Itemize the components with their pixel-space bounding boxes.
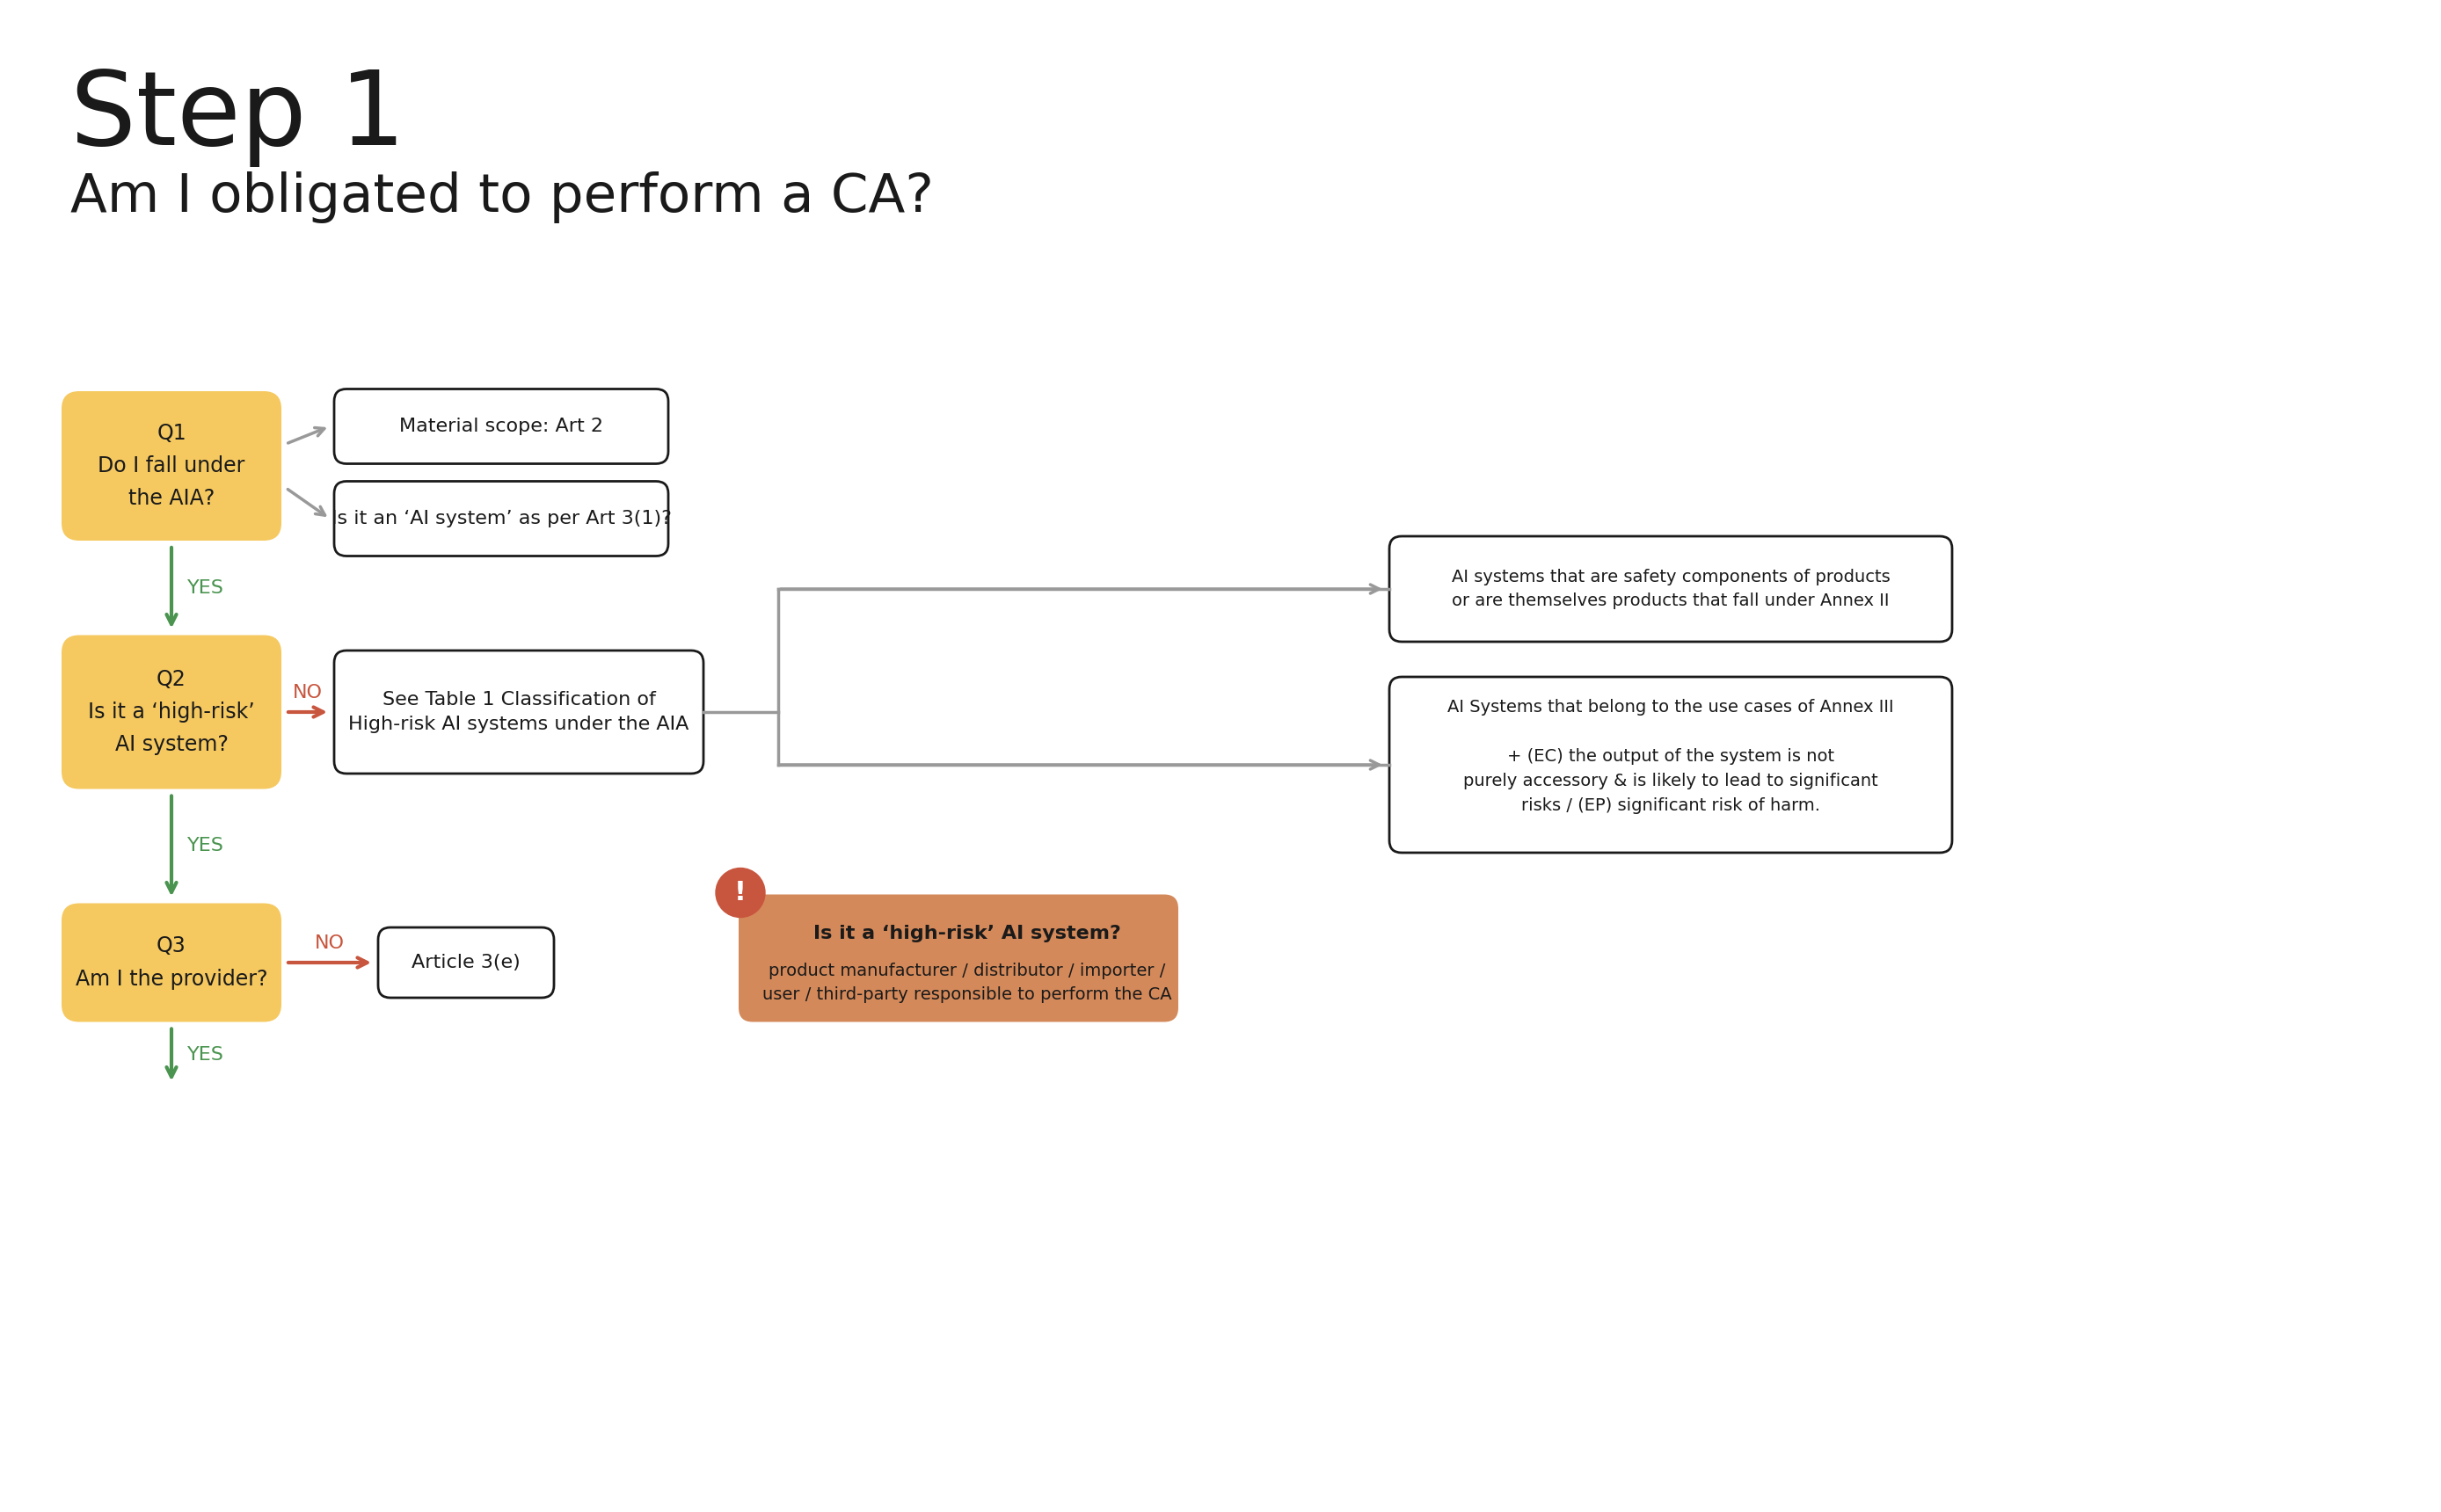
FancyBboxPatch shape: [61, 635, 281, 789]
Text: NO: NO: [293, 683, 322, 702]
Text: Am I obligated to perform a CA?: Am I obligated to perform a CA?: [71, 171, 935, 224]
FancyBboxPatch shape: [1389, 537, 1953, 641]
FancyBboxPatch shape: [334, 389, 669, 464]
FancyBboxPatch shape: [740, 895, 1179, 1022]
Text: !: !: [735, 880, 747, 906]
Text: AI systems that are safety components of products
or are themselves products tha: AI systems that are safety components of…: [1452, 569, 1889, 609]
Text: Q2
Is it a ‘high-risk’
AI system?: Q2 Is it a ‘high-risk’ AI system?: [88, 668, 254, 756]
Text: YES: YES: [188, 1046, 225, 1064]
Text: Is it a ‘high-risk’ AI system?: Is it a ‘high-risk’ AI system?: [813, 925, 1120, 942]
Text: See Table 1 Classification of
High-risk AI systems under the AIA: See Table 1 Classification of High-risk …: [349, 691, 688, 733]
Circle shape: [715, 868, 764, 918]
FancyBboxPatch shape: [1389, 677, 1953, 853]
Text: YES: YES: [188, 838, 225, 854]
Text: AI Systems that belong to the use cases of Annex III

+ (EC) the output of the s: AI Systems that belong to the use cases …: [1448, 699, 1894, 813]
FancyBboxPatch shape: [61, 903, 281, 1022]
Text: Q3
Am I the provider?: Q3 Am I the provider?: [76, 936, 269, 989]
Text: NO: NO: [315, 934, 344, 953]
Text: product manufacturer / distributor / importer /
user / third-party responsible t: product manufacturer / distributor / imp…: [762, 963, 1172, 1002]
Text: Article 3(e): Article 3(e): [413, 954, 520, 971]
FancyBboxPatch shape: [334, 650, 703, 774]
FancyBboxPatch shape: [61, 392, 281, 541]
Text: YES: YES: [188, 579, 225, 597]
Text: Material scope: Art 2: Material scope: Art 2: [400, 417, 603, 435]
Text: Step 1: Step 1: [71, 67, 405, 166]
FancyBboxPatch shape: [378, 927, 554, 998]
Text: Q1
Do I fall under
the AIA?: Q1 Do I fall under the AIA?: [98, 422, 244, 510]
FancyBboxPatch shape: [334, 481, 669, 556]
Text: Is it an ‘AI system’ as per Art 3(1)?: Is it an ‘AI system’ as per Art 3(1)?: [332, 510, 671, 528]
